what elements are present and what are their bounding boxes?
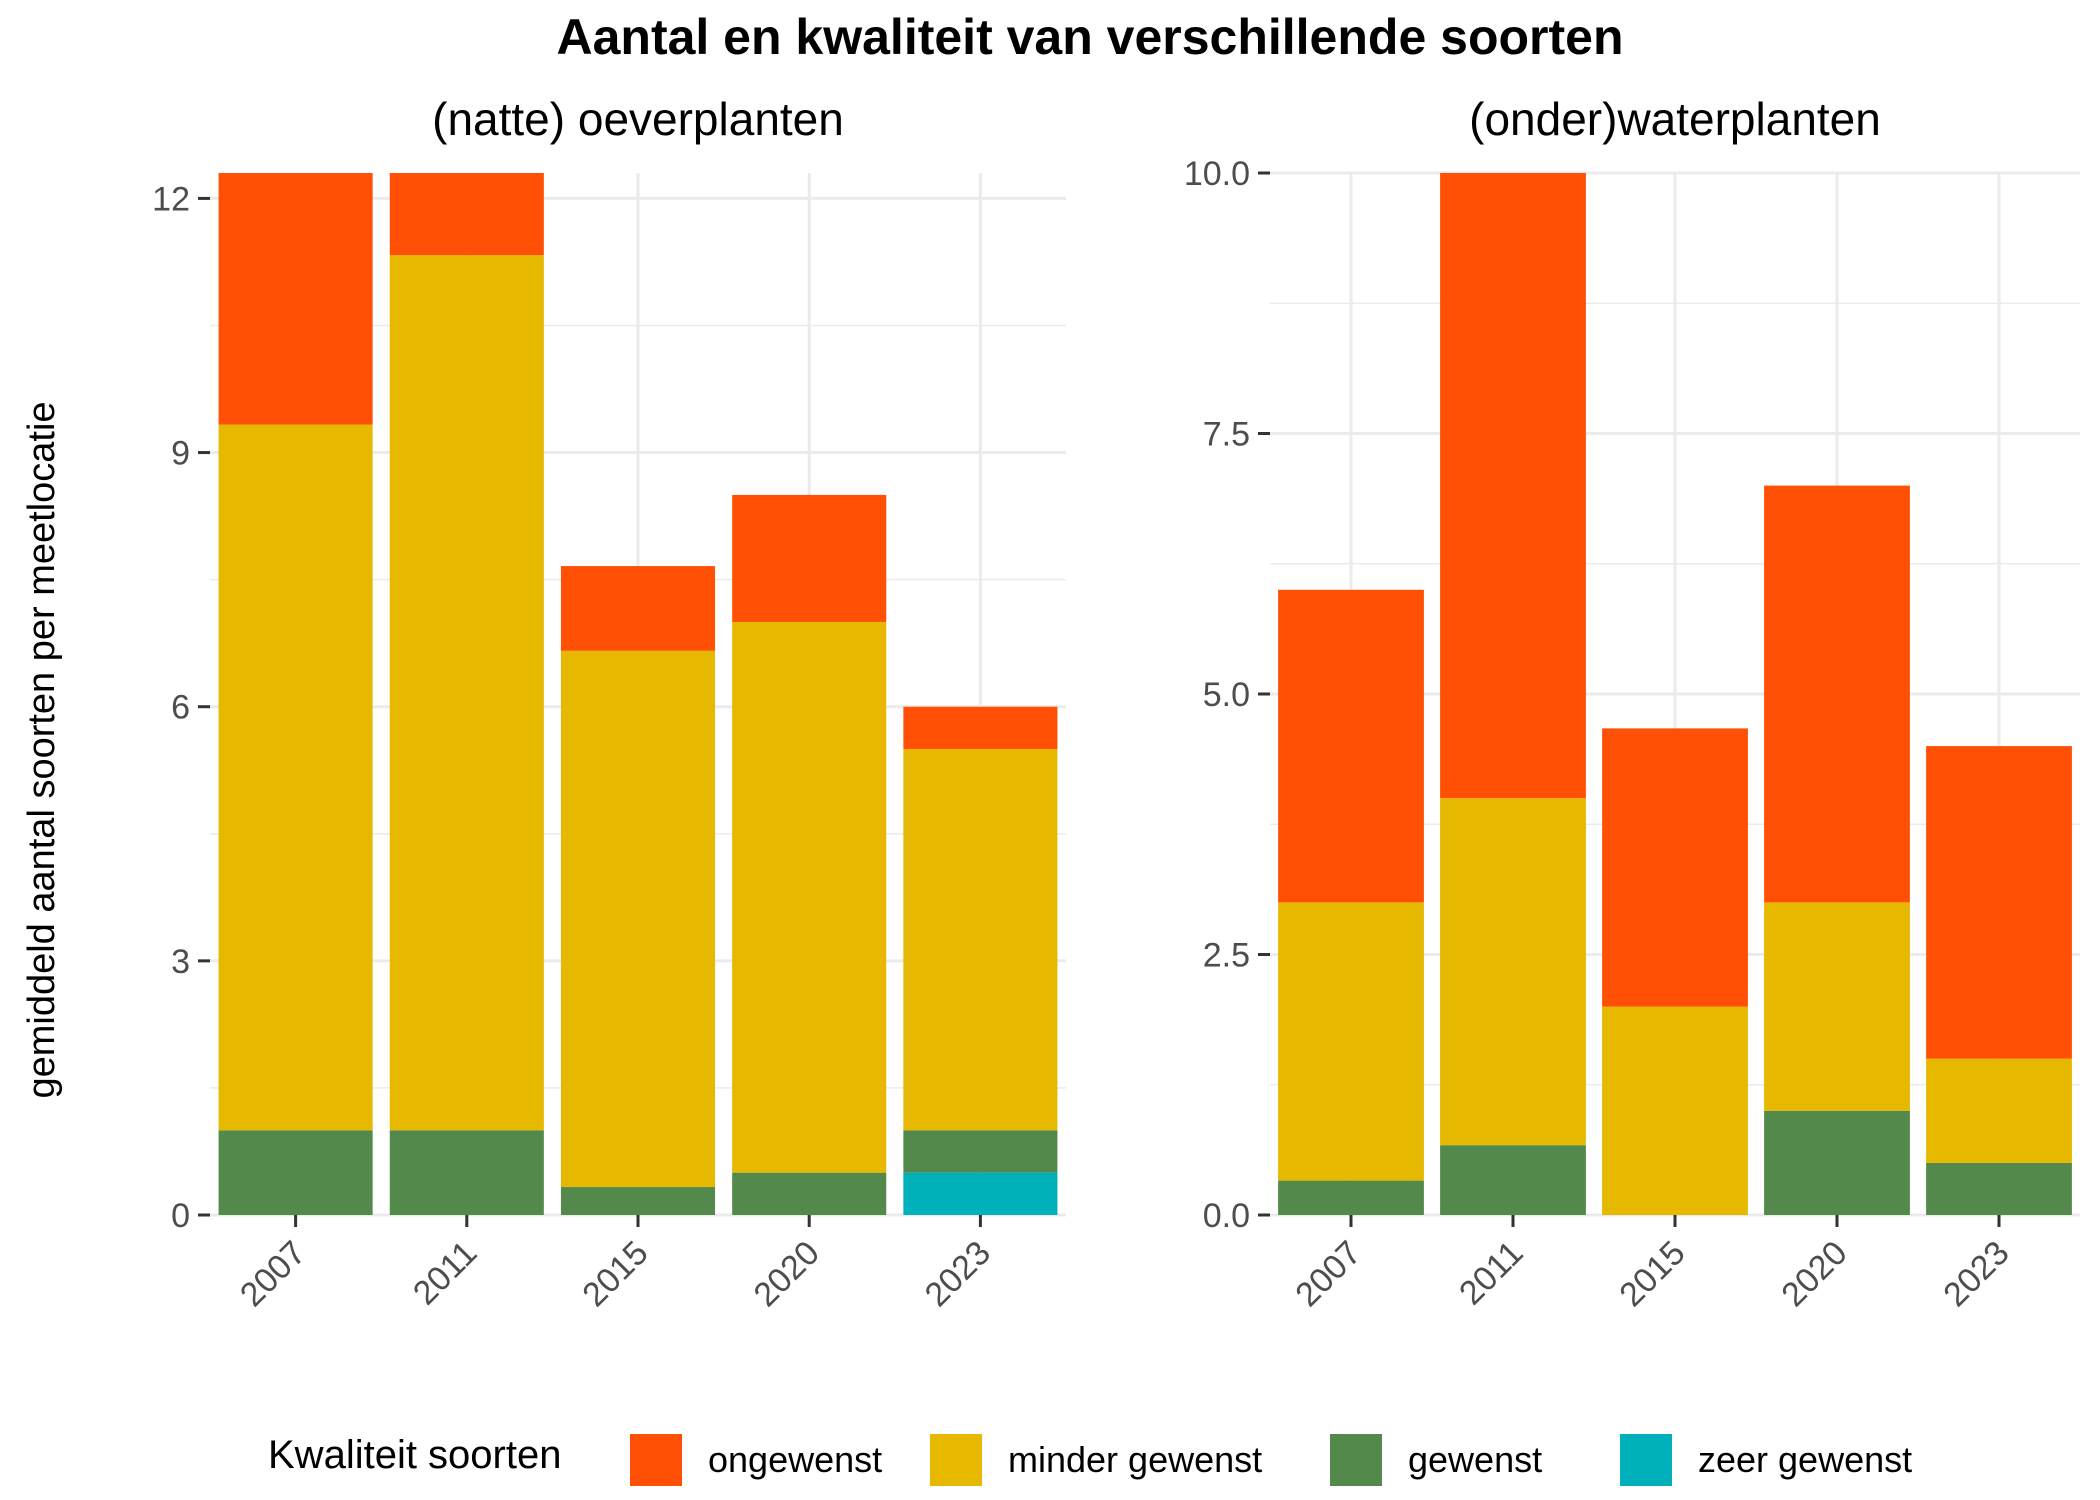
bar-ongewenst-2011 [389,173,544,256]
legend-swatch-minder-gewenst [930,1434,982,1486]
bar-minder-gewenst-2007 [1278,902,1424,1181]
x-tick-label: 2011 [406,1234,485,1313]
panel-subtitle: (onder)waterplanten [1469,93,1881,145]
y-tick-label: 7.5 [1203,416,1250,454]
legend-label: minder gewenst [1008,1439,1262,1480]
x-tick-label: 2023 [918,1234,998,1314]
bar-gewenst-2020 [732,1172,887,1215]
bar-minder-gewenst-2007 [218,424,373,1131]
bar-minder-gewenst-2015 [560,650,716,1188]
y-tick-label: 0.0 [1203,1197,1250,1235]
bar-ongewenst-2007 [1278,589,1424,903]
x-tick-label: 2007 [233,1234,313,1314]
bar-ongewenst-2011 [1440,173,1586,799]
bar-gewenst-2011 [389,1130,544,1215]
bar-gewenst-2023 [1926,1162,2072,1215]
bar-minder-gewenst-2011 [389,255,544,1131]
panel-subtitle: (natte) oeverplanten [432,93,844,145]
legend: Kwaliteit soorten ongewenst minder gewenst… [268,1433,1912,1486]
bar-ongewenst-2023 [1926,746,2072,1059]
y-axis-label: gemiddeld aantal soorten per meetlocatie [21,401,63,1098]
legend-title: Kwaliteit soorten [268,1433,561,1477]
x-tick-label: 2015 [575,1234,655,1314]
y-tick-label: 0 [171,1197,190,1235]
y-tick-label: 5.0 [1203,676,1250,714]
bar-ongewenst-2020 [732,494,887,622]
panel-1: 0 3 6 9 12 2007 2011 2015 2020 2023 (natte) oeverp… [152,93,1066,1314]
panel-2: 0.0 2.5 5.0 7.5 10.0 2007 2011 2015 2020 2023 (ond… [1184,93,2080,1314]
bar-minder-gewenst-2023 [903,749,1058,1131]
chart-title: Aantal en kwaliteit van verschillende so… [556,9,1623,65]
chart-panels: 0 3 6 9 12 2007 2011 2015 2020 2023 (natte) oeverp… [152,93,2080,1314]
bar-minder-gewenst-2020 [1764,902,1910,1111]
x-tick-label: 2011 [1452,1234,1531,1313]
bar-gewenst-2007 [1278,1180,1424,1215]
bar-zeer-gewenst-2023 [903,1172,1058,1215]
y-tick-label: 6 [171,689,190,727]
bar-ongewenst-2020 [1764,485,1910,903]
y-tick-label: 3 [171,943,190,981]
bar-gewenst-2007 [218,1130,373,1215]
bar-gewenst-2011 [1440,1145,1586,1215]
y-tick-label: 10.0 [1184,155,1250,193]
bar-minder-gewenst-2015 [1602,1006,1748,1215]
y-tick-label: 12 [152,180,190,218]
legend-swatch-zeer-gewenst [1620,1434,1672,1486]
legend-label: ongewenst [708,1439,882,1480]
bar-minder-gewenst-2011 [1440,798,1586,1146]
legend-label: zeer gewenst [1698,1439,1912,1480]
bar-ongewenst-2015 [560,566,716,651]
x-tick-label: 2015 [1612,1234,1692,1314]
bar-ongewenst-2007 [218,173,373,425]
x-tick-label: 2020 [747,1234,827,1314]
x-tick-label: 2023 [1936,1234,2016,1314]
x-tick-label: 2007 [1288,1234,1368,1314]
legend-swatch-ongewenst [630,1434,682,1486]
legend-swatch-gewenst [1330,1434,1382,1486]
bar-ongewenst-2023 [903,706,1058,750]
legend-label: gewenst [1408,1439,1542,1480]
bar-ongewenst-2015 [1602,728,1748,1007]
y-tick-label: 9 [171,435,190,473]
bar-gewenst-2023 [903,1130,1058,1173]
y-tick-label: 2.5 [1203,937,1250,975]
x-tick-label: 2020 [1774,1234,1854,1314]
bar-gewenst-2015 [560,1187,716,1215]
bar-minder-gewenst-2020 [732,621,887,1173]
bar-minder-gewenst-2023 [1926,1058,2072,1163]
bar-gewenst-2020 [1764,1110,1910,1215]
